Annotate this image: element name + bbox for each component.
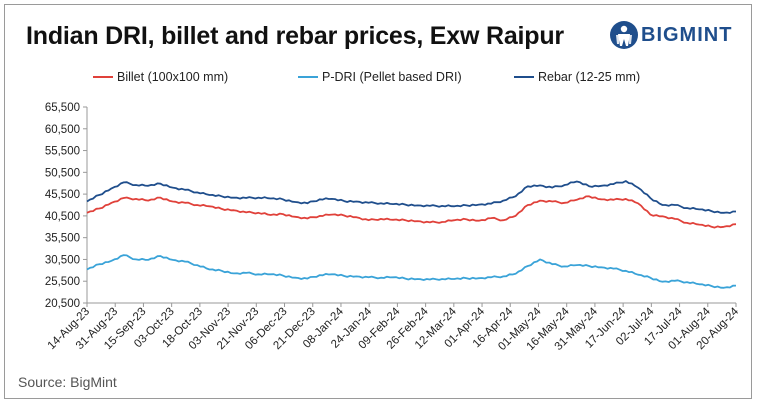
- series-line-rebar: [86, 180, 736, 214]
- y-tick-label: 60,500: [45, 124, 80, 136]
- y-tick-label: 50,500: [45, 167, 80, 179]
- y-tick-label: 40,500: [45, 211, 80, 223]
- y-tick-label: 55,500: [45, 146, 80, 158]
- source-note: Source: BigMint: [18, 374, 117, 390]
- x-axis: 14-Aug-2331-Aug-2315-Sep-2303-Oct-2318-O…: [46, 302, 742, 353]
- y-tick-label: 20,500: [45, 298, 80, 310]
- y-axis: 65,500 60,500 55,500 50,500 45,500 40,500 35,5…: [45, 102, 88, 310]
- chart-title: Indian DRI, billet and rebar prices, Exw…: [26, 22, 564, 50]
- y-tick-label: 30,500: [45, 254, 80, 266]
- y-tick-label: 45,500: [45, 189, 80, 201]
- y-tick-label: 25,500: [45, 276, 80, 288]
- series-line-pdri: [86, 254, 737, 289]
- chart-legend: Billet (100x100 mm) P-DRI (Pellet based D…: [93, 70, 640, 84]
- bigmint-logo: BIGMINT: [607, 16, 747, 56]
- chart-series: [86, 180, 737, 289]
- y-tick-label: 65,500: [45, 102, 80, 114]
- legend-label-pdri: P-DRI (Pellet based DRI): [322, 70, 462, 84]
- chart-frame: [4, 4, 752, 399]
- legend-label-billet: Billet (100x100 mm): [117, 70, 228, 84]
- legend-label-rebar: Rebar (12-25 mm): [538, 70, 640, 84]
- bigmint-logo-text: BIGMINT: [641, 24, 733, 46]
- bigmint-logo-icon: [610, 21, 638, 49]
- y-tick-label: 35,500: [45, 233, 80, 245]
- series-line-billet: [86, 195, 737, 229]
